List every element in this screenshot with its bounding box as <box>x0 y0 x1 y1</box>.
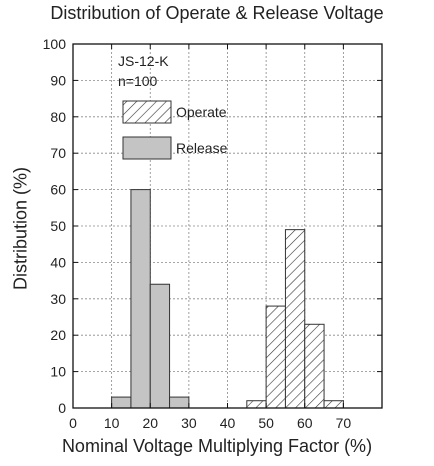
model-label: JS-12-K <box>118 53 169 69</box>
legend: Operate Release <box>122 100 228 160</box>
bar-operate <box>323 400 344 409</box>
x-tick-label: 70 <box>336 415 352 431</box>
axis-ticks: 0 10 20 30 40 50 60 70 80 90 100 0 10 20 30 40 50 60 70 <box>43 36 382 431</box>
x-tick-label: 40 <box>220 415 236 431</box>
bar-operate <box>246 400 267 409</box>
y-tick-label: 70 <box>50 145 66 161</box>
legend-swatch-operate <box>122 100 172 124</box>
y-tick-label: 40 <box>50 254 66 270</box>
y-tick-label: 50 <box>50 218 66 234</box>
bar-operate <box>304 323 325 409</box>
sample-size-label: n=100 <box>118 73 158 89</box>
y-tick-label: 30 <box>50 291 66 307</box>
bar-release <box>130 189 151 409</box>
bar-release <box>149 283 171 409</box>
x-tick-label: 0 <box>69 415 77 431</box>
y-tick-label: 90 <box>50 72 66 88</box>
x-tick-label: 30 <box>181 415 197 431</box>
y-tick-label: 10 <box>50 364 66 380</box>
grid-lines <box>73 44 382 408</box>
y-tick-label: 0 <box>58 400 66 416</box>
y-tick-label: 80 <box>50 109 66 125</box>
x-tick-label: 20 <box>142 415 158 431</box>
y-axis-label: Distribution (%) <box>10 166 31 291</box>
x-tick-label: 10 <box>104 415 120 431</box>
bar-release <box>111 396 132 409</box>
bar-release <box>169 396 190 409</box>
x-tick-label: 60 <box>297 415 313 431</box>
chart-title: Distribution of Operate & Release Voltag… <box>50 3 384 23</box>
y-tick-label: 20 <box>50 327 66 343</box>
bars <box>111 189 344 409</box>
x-axis-label: Nominal Voltage Multiplying Factor (%) <box>61 436 373 456</box>
bar-operate <box>284 229 306 409</box>
x-tick-label: 50 <box>258 415 274 431</box>
y-tick-label: 60 <box>50 182 66 198</box>
bar-operate <box>265 305 286 409</box>
legend-label-release: Release <box>176 140 228 156</box>
legend-label-operate: Operate <box>176 104 227 120</box>
y-tick-label: 100 <box>43 36 67 52</box>
legend-swatch-release <box>122 136 172 160</box>
annotations: JS-12-K n=100 <box>118 53 169 89</box>
